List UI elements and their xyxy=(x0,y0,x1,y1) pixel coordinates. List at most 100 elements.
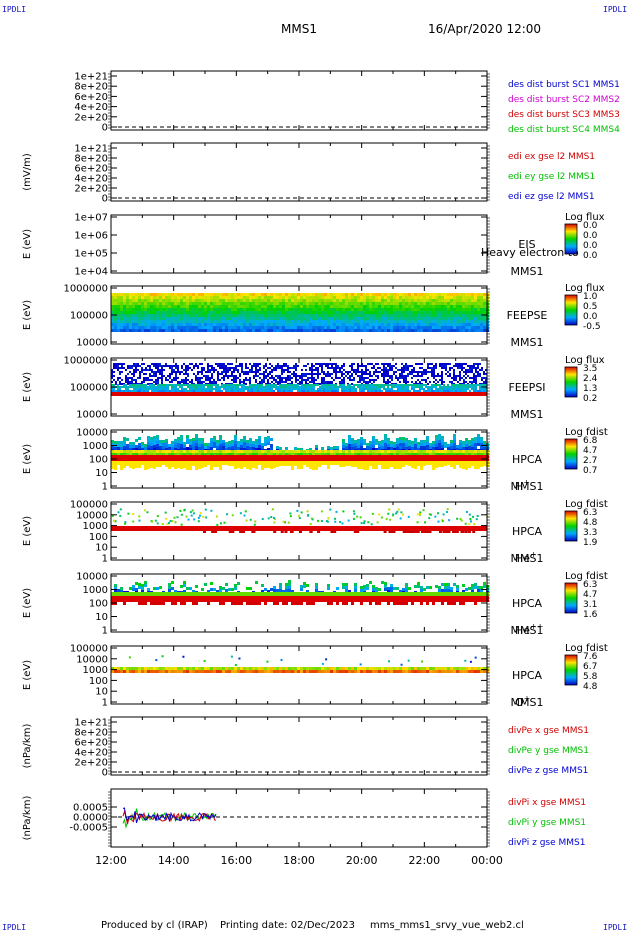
spectrogram-cell xyxy=(267,296,270,299)
spectrogram-cell xyxy=(373,373,375,375)
spectrogram-cell xyxy=(233,386,235,388)
spectrogram-cell xyxy=(282,455,285,461)
spectrogram-cell xyxy=(217,373,219,375)
spectrogram-cell xyxy=(144,326,147,329)
spectrogram-cell xyxy=(333,299,336,302)
spectrogram-cell xyxy=(411,326,414,329)
spectrogram-cell xyxy=(251,384,253,386)
spectrogram-cell xyxy=(267,373,269,375)
spectrogram-cell xyxy=(473,365,475,367)
spectrogram-cell xyxy=(285,384,287,386)
spectrogram-cell xyxy=(251,369,253,371)
spectrogram-cell xyxy=(411,441,414,444)
spectrogram-cell xyxy=(343,381,345,383)
spectrogram-cell xyxy=(255,461,258,469)
spectrogram-cell xyxy=(300,308,303,311)
spectrogram-cell xyxy=(357,384,359,386)
spectrogram-cell xyxy=(162,323,165,326)
colorbar-bar xyxy=(564,438,578,470)
spectrogram-cell xyxy=(481,377,483,379)
spectrogram-cell xyxy=(147,302,150,305)
spectrogram-cell xyxy=(339,371,341,373)
spectrogram-cell xyxy=(211,365,213,367)
spectrogram-cell xyxy=(335,375,337,377)
spectrogram-cell xyxy=(349,386,351,388)
spectrogram-cell xyxy=(198,441,201,444)
spectrogram-cell xyxy=(327,450,330,453)
spectrogram-cell xyxy=(255,323,258,326)
spectrogram-cell xyxy=(279,390,281,392)
spectrogram-cell xyxy=(295,367,297,369)
spectrogram-cell xyxy=(287,365,289,367)
spectrogram-cell xyxy=(384,296,387,299)
spectrogram-cell xyxy=(381,373,383,375)
spectrogram-cell xyxy=(288,323,291,326)
spectrogram-cell xyxy=(429,293,432,296)
spectrogram-cell xyxy=(390,293,393,296)
spectrogram-cell xyxy=(293,384,295,386)
spectrogram-cell xyxy=(157,377,159,379)
spectrogram-cell xyxy=(186,302,189,305)
spectrogram-cell xyxy=(241,388,243,390)
spectrogram-cell xyxy=(353,390,355,392)
spectrogram-cell xyxy=(397,390,399,392)
spectrogram-cell xyxy=(215,363,217,365)
spectrogram-cell xyxy=(223,371,225,373)
spectrogram-cell xyxy=(258,308,261,311)
spectrogram-cell xyxy=(359,371,361,373)
spectrogram-cell xyxy=(131,386,133,388)
spectrogram-cell xyxy=(131,381,133,383)
spectrogram-cell xyxy=(411,388,413,390)
spectrogram-cell xyxy=(480,453,483,456)
spectrogram-cell xyxy=(405,461,408,465)
spectrogram-cell xyxy=(339,453,342,456)
spectrogram-cell xyxy=(222,461,225,465)
spectrogram-cell xyxy=(161,371,163,373)
spectrogram-cell xyxy=(429,296,432,299)
spectrogram-cell xyxy=(273,302,276,305)
spectrogram-cell xyxy=(251,388,253,390)
spectrogram-cell xyxy=(324,326,327,329)
spectrogram-cell xyxy=(150,446,153,449)
spectrogram-cell xyxy=(217,371,219,373)
spectrogram-cell xyxy=(402,317,405,320)
spectrogram-cell xyxy=(255,386,257,388)
spectrogram-cell xyxy=(147,320,150,323)
spectrogram-cell xyxy=(231,329,234,332)
spectrogram-cell xyxy=(201,455,204,461)
spectrogram-cell xyxy=(461,365,463,367)
spectrogram-cell xyxy=(333,302,336,305)
spectrogram-cell xyxy=(447,390,449,392)
spectrogram-cell xyxy=(327,323,330,326)
spectrogram-cell xyxy=(185,384,187,386)
spectrogram-cell xyxy=(261,386,263,388)
spectrogram-cell xyxy=(378,453,381,456)
spectrogram-cell xyxy=(301,386,303,388)
spectrogram-cell xyxy=(135,367,137,369)
spectrogram-cell xyxy=(366,323,369,326)
spectrogram-cell xyxy=(261,308,264,311)
spectrogram-cell xyxy=(309,296,312,299)
spectrogram-cell xyxy=(129,461,132,468)
spectrogram-cell xyxy=(373,384,375,386)
spectrogram-cell xyxy=(343,379,345,381)
spectrogram-cell xyxy=(325,373,327,375)
spectrogram-cell xyxy=(141,461,144,465)
spectrogram-cell xyxy=(249,390,251,392)
spectrogram-cell xyxy=(282,450,285,453)
spectrogram-cell xyxy=(441,308,444,311)
spectrogram-cell xyxy=(335,371,337,373)
spectrogram-cell xyxy=(132,448,135,451)
spectrogram-cell xyxy=(348,461,351,466)
spectrogram-cell xyxy=(450,296,453,299)
spectrogram-cell xyxy=(477,363,479,365)
spectrogram-cell xyxy=(153,363,155,365)
spectrogram-cell xyxy=(455,377,457,379)
spectrogram-cell xyxy=(185,388,187,390)
spectrogram-cell xyxy=(393,365,395,367)
spectrogram-cell xyxy=(129,293,132,296)
spectrogram-cell xyxy=(159,373,161,375)
spectrogram-cell xyxy=(129,455,132,461)
spectrogram-cell xyxy=(483,320,486,323)
spectrogram-cell xyxy=(381,363,383,365)
